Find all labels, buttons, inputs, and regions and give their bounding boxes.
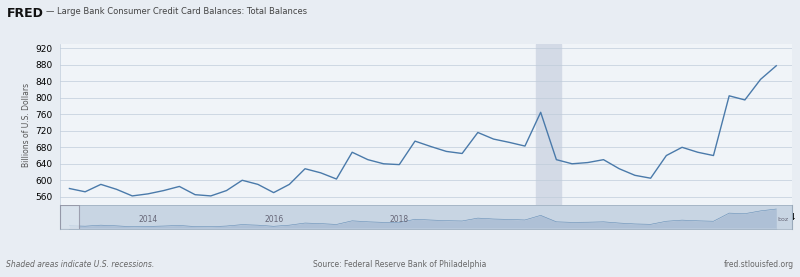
Y-axis label: Billions of U.S. Dollars: Billions of U.S. Dollars: [22, 83, 31, 167]
Text: FRED: FRED: [6, 7, 43, 20]
Text: fred.stlouisfed.org: fred.stlouisfed.org: [723, 260, 794, 269]
Text: boz: boz: [778, 217, 789, 222]
Text: Source: Federal Reserve Bank of Philadelphia: Source: Federal Reserve Bank of Philadel…: [314, 260, 486, 269]
Text: Shaded areas indicate U.S. recessions.: Shaded areas indicate U.S. recessions.: [6, 260, 154, 269]
FancyBboxPatch shape: [60, 205, 79, 229]
Text: 2018: 2018: [390, 215, 409, 224]
Text: — Large Bank Consumer Credit Card Balances: Total Balances: — Large Bank Consumer Credit Card Balanc…: [46, 7, 307, 16]
Text: 2016: 2016: [264, 215, 283, 224]
Text: 2014: 2014: [138, 215, 158, 224]
Bar: [536, 44, 562, 205]
